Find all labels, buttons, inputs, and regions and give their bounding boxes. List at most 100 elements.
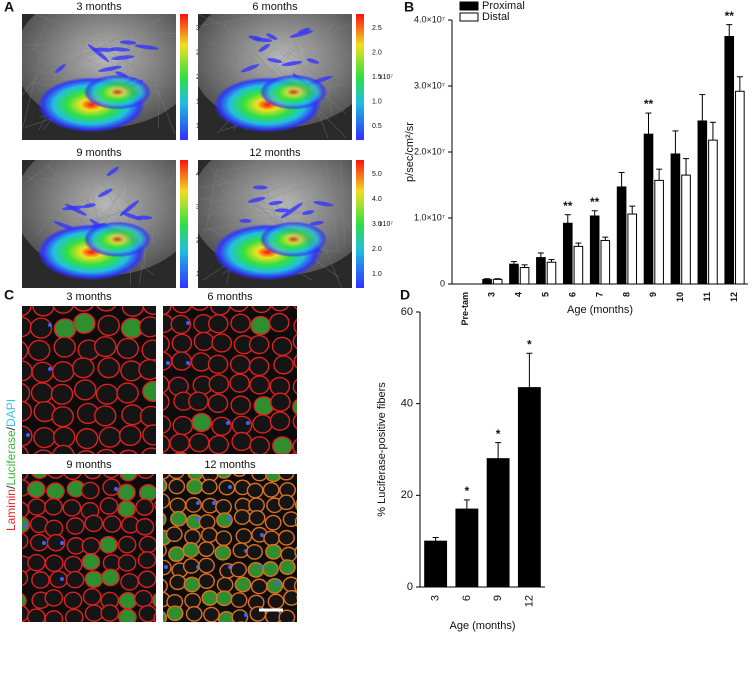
fiber	[168, 546, 185, 563]
stain-label: Laminin/Luciferase/DAPI	[4, 399, 18, 531]
fiber	[184, 528, 201, 545]
fiber	[203, 606, 220, 622]
fiber	[97, 357, 120, 379]
fiber	[118, 591, 138, 610]
fiber	[142, 306, 156, 315]
fiber	[278, 494, 295, 511]
fur-strand	[265, 185, 307, 200]
nucleus	[60, 469, 64, 473]
fiber	[150, 623, 165, 637]
fiber	[22, 382, 31, 404]
fiber	[165, 526, 183, 543]
fiber	[201, 590, 219, 606]
fiber	[73, 312, 96, 334]
fiber	[230, 592, 248, 608]
fiber	[139, 405, 156, 427]
signal-streak	[267, 58, 283, 63]
fiber	[250, 315, 271, 336]
fiber	[266, 577, 284, 594]
fur-strand	[322, 20, 338, 36]
fiber	[33, 427, 56, 449]
fiber	[26, 608, 46, 622]
y-tick-label: 3.0×10⁷	[414, 80, 445, 90]
fiber	[182, 542, 200, 558]
fiber	[137, 570, 156, 589]
nucleus	[166, 361, 170, 365]
fiber	[163, 493, 171, 509]
image-title: 3 months	[66, 291, 112, 303]
fiber	[100, 604, 120, 622]
fiber	[138, 358, 156, 381]
x-tick-label: 3	[487, 292, 497, 297]
y-tick-label: 0	[407, 581, 413, 593]
image-title: 9 months	[66, 459, 112, 471]
fiber	[51, 406, 74, 428]
bar	[562, 222, 573, 285]
fiber	[270, 306, 290, 312]
fur-strand	[217, 161, 277, 204]
bar	[519, 267, 530, 285]
fiber	[102, 474, 119, 479]
fiber	[233, 474, 246, 477]
nucleus	[60, 541, 64, 545]
fiber	[185, 497, 202, 513]
fiber	[211, 333, 232, 353]
fur-strand	[58, 48, 158, 66]
bar	[643, 133, 654, 285]
fur-strand	[52, 181, 91, 216]
colorbar-tick-label: 1.0	[372, 271, 382, 278]
fiber	[218, 625, 233, 639]
fiber	[231, 609, 249, 622]
fiber	[229, 373, 250, 393]
bar	[482, 278, 492, 285]
legend-swatch	[459, 1, 479, 11]
fiber	[214, 544, 232, 561]
fiber	[117, 500, 136, 518]
y-tick-label: 2.0×10⁷	[414, 146, 445, 156]
colorbar-tick-label: 5.0	[372, 171, 382, 178]
fiber	[278, 609, 296, 622]
signal-streak	[110, 47, 131, 52]
fiber	[50, 623, 67, 639]
fiber	[299, 608, 314, 622]
fiber	[52, 306, 75, 314]
fur-strand	[240, 160, 271, 221]
fiber	[96, 306, 117, 312]
fiber	[267, 593, 285, 610]
fur-strand	[33, 14, 118, 44]
fur-strand	[33, 23, 46, 51]
fiber	[235, 528, 253, 544]
fiber	[22, 306, 32, 317]
colorbar-tick-label: 2.5	[372, 25, 382, 32]
fiber	[296, 474, 297, 475]
fiber	[154, 500, 156, 511]
panel-label: C	[4, 287, 14, 303]
fur-strand	[45, 164, 96, 209]
fiber	[233, 509, 251, 525]
fiber	[80, 481, 100, 500]
x-tick-label: Pre-tam	[460, 292, 470, 326]
fiber	[137, 551, 156, 569]
fur-strand	[77, 38, 85, 68]
colorbar-tick-label: 3.0	[372, 221, 382, 228]
micrograph	[150, 474, 314, 639]
y-tick-label: 1.0×10⁷	[414, 212, 445, 222]
panel-label: D	[400, 287, 410, 303]
fiber	[283, 590, 297, 606]
fur-strand	[199, 177, 259, 189]
fiber	[63, 591, 83, 610]
fur-strand	[206, 167, 218, 227]
fiber	[249, 375, 270, 395]
nucleus	[226, 421, 230, 425]
fiber	[208, 374, 230, 394]
fiber	[230, 395, 251, 415]
fiber	[99, 497, 119, 515]
fiber	[117, 535, 137, 554]
photo	[198, 160, 352, 288]
colorbar	[180, 160, 188, 288]
fiber	[33, 449, 53, 454]
fiber	[64, 608, 84, 622]
signal-streak	[274, 208, 290, 213]
fiber	[44, 519, 64, 538]
fiber	[27, 339, 51, 361]
